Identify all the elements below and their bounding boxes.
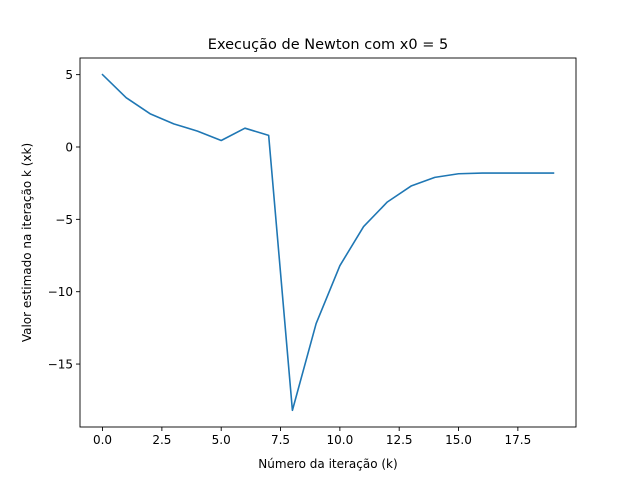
x-tick-label: 17.5 (504, 433, 531, 447)
y-tick-label: 5 (65, 68, 73, 82)
y-axis-label: Valor estimado na iteração k (xk) (20, 143, 34, 342)
series-line (101, 73, 555, 412)
x-tick-label: 7.5 (271, 433, 290, 447)
x-tick-label: 12.5 (386, 433, 413, 447)
y-tick-label: 0 (65, 140, 73, 154)
y-tick-label: −10 (48, 285, 73, 299)
plot-area (79, 57, 577, 428)
x-tick-label: 15.0 (445, 433, 472, 447)
plot-frame (79, 57, 577, 428)
x-tick-label: 5.0 (212, 433, 231, 447)
x-tick-label: 2.5 (152, 433, 171, 447)
chart-title: Execução de Newton com x0 = 5 (208, 37, 448, 53)
x-axis-label: Número da iteração (k) (258, 457, 397, 471)
y-tick-label: −5 (55, 213, 73, 227)
y-tick-label: −15 (48, 358, 73, 372)
x-tick-label: 0.0 (93, 433, 112, 447)
x-axis: 0.0 2.5 5.0 7.5 10.0 12.5 15.0 17.5 (93, 427, 531, 447)
series-layer (101, 73, 555, 412)
y-axis: 5 0 −5 −10 −15 (48, 68, 80, 372)
x-tick-label: 10.0 (327, 433, 354, 447)
